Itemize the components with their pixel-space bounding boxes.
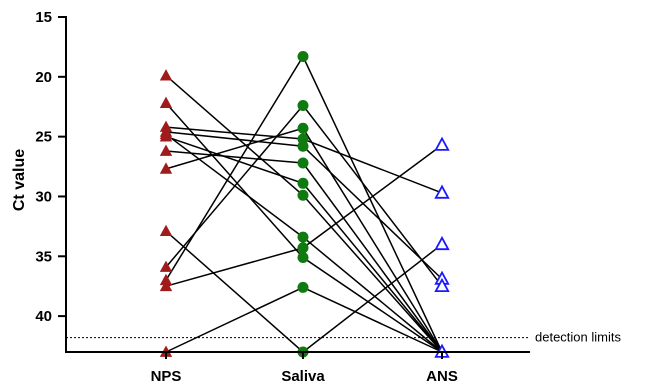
- data-point-saliva: [297, 242, 309, 254]
- connection-line: [165, 286, 443, 353]
- data-point-saliva: [297, 100, 309, 112]
- y-tick-label: 20: [35, 69, 52, 86]
- x-ticks: NPS Saliva ANS: [151, 352, 458, 385]
- data-point-saliva: [297, 140, 309, 152]
- data-point-nps: [159, 273, 173, 286]
- x-tick-label: Saliva: [281, 368, 325, 385]
- y-tick-label: 40: [35, 308, 52, 325]
- data-point-saliva: [297, 281, 309, 293]
- data-point-nps: [159, 279, 173, 292]
- axes: [65, 16, 530, 353]
- data-point-ans: [434, 277, 450, 293]
- data-point-saliva: [297, 189, 309, 201]
- data-point-saliva: [297, 122, 309, 134]
- data-point-saliva: [297, 157, 309, 169]
- data-point-ans: [434, 235, 450, 251]
- data-point-nps: [159, 144, 173, 156]
- data-point-nps: [159, 96, 173, 108]
- data-point-saliva: [297, 177, 309, 189]
- data-point-saliva: [297, 251, 309, 263]
- data-point-saliva: [297, 231, 309, 243]
- y-tick-label: 25: [35, 129, 52, 146]
- data-point-nps: [159, 162, 173, 174]
- x-tick-label: ANS: [426, 368, 458, 385]
- y-tick-label: 30: [35, 188, 52, 205]
- y-ticks: 15 20 25 30 35 40: [35, 9, 66, 325]
- data-point-ans: [434, 184, 450, 199]
- y-axis-title: Ct value: [11, 149, 28, 211]
- data-points: [159, 50, 450, 358]
- y-tick-label: 15: [35, 9, 52, 26]
- data-point-nps: [159, 260, 173, 272]
- detection-limit-label: detection limits: [535, 330, 621, 345]
- data-point-nps: [159, 224, 173, 236]
- data-point-nps: [159, 130, 173, 142]
- x-tick-label: NPS: [151, 368, 182, 385]
- y-tick-label: 35: [35, 248, 52, 265]
- data-point-saliva: [297, 50, 309, 62]
- data-point-ans: [434, 136, 450, 151]
- data-point-nps: [159, 69, 173, 81]
